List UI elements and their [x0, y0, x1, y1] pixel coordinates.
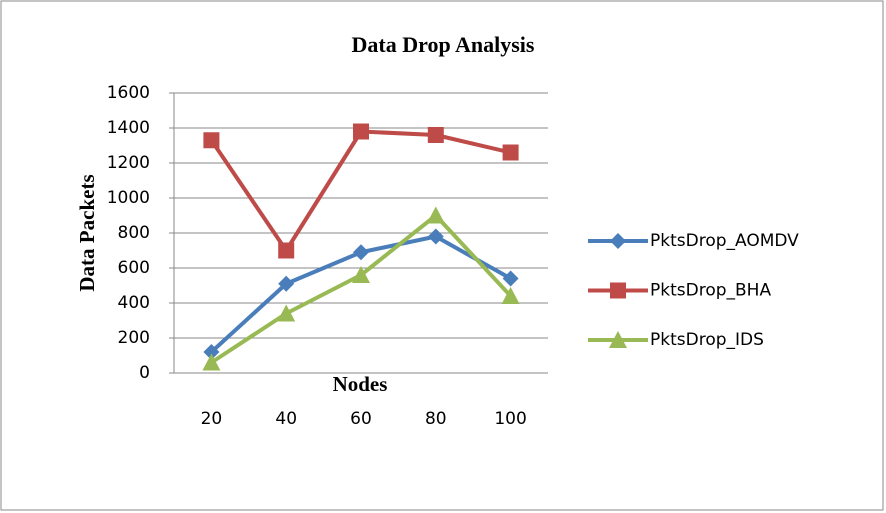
marker [502, 144, 519, 161]
marker [352, 266, 370, 283]
marker [609, 331, 627, 348]
marker [427, 127, 444, 143]
y-tick-label: 1200 [107, 153, 150, 173]
x-tick-label: 100 [494, 409, 526, 429]
x-axis-label: Nodes [333, 372, 388, 396]
marker [610, 282, 626, 299]
marker [502, 270, 519, 287]
x-tick-label: 80 [425, 409, 447, 429]
marker [610, 233, 626, 249]
x-tick-label: 40 [275, 409, 297, 429]
legend-label: PktsDrop_AOMDV [650, 231, 799, 251]
y-tick-label: 1400 [107, 118, 150, 138]
marker [501, 287, 520, 304]
marker [277, 304, 296, 322]
marker [278, 242, 295, 259]
marker [427, 228, 444, 245]
marker [202, 353, 221, 371]
marker [203, 132, 220, 149]
y-tick-label: 400 [118, 293, 150, 313]
marker [203, 344, 220, 360]
y-tick-label: 800 [118, 223, 150, 243]
x-tick-label: 20 [201, 409, 223, 429]
chart-title: Data Drop Analysis [352, 32, 535, 57]
y-axis-label: Data Packets [75, 174, 99, 291]
x-tick-label: 60 [350, 409, 372, 429]
legend-label: PktsDrop_BHA [650, 281, 771, 301]
legend-label: PktsDrop_IDS [650, 330, 764, 350]
y-tick-label: 1600 [107, 83, 150, 103]
marker [278, 275, 295, 292]
marker [426, 206, 445, 224]
marker [353, 244, 369, 261]
y-tick-label: 200 [118, 328, 150, 348]
marker [353, 123, 369, 140]
y-tick-label: 0 [139, 363, 150, 383]
y-tick-label: 1000 [107, 188, 150, 208]
y-tick-label: 600 [118, 258, 150, 278]
